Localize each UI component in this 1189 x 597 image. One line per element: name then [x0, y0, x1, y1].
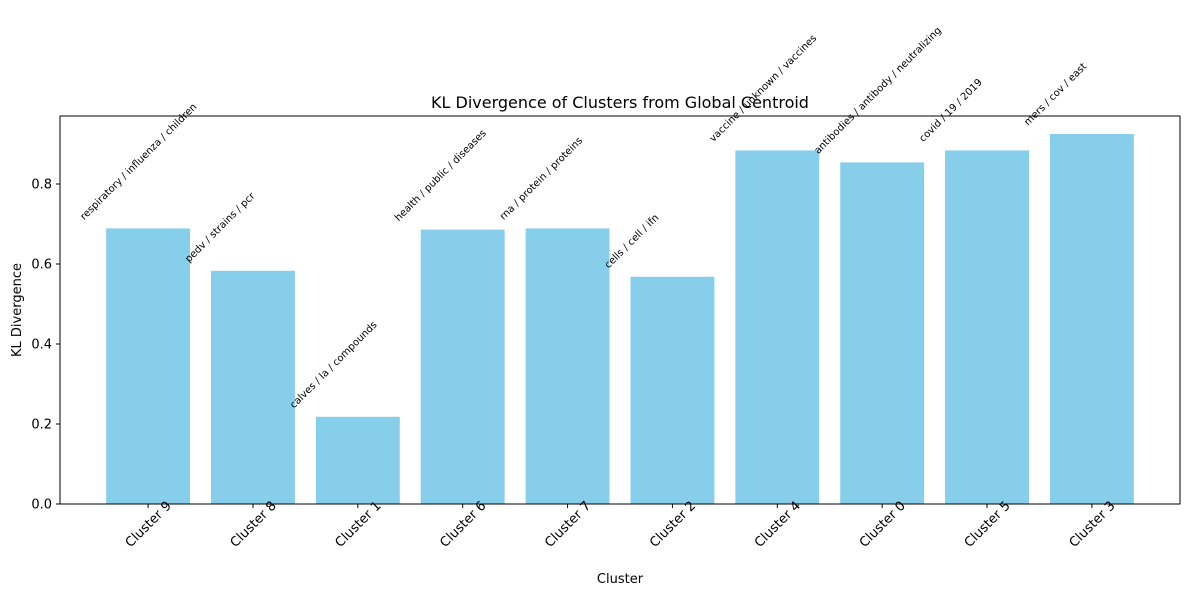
x-tick-label: Cluster 9: [123, 499, 175, 551]
bar-annotation: pedv / strains / pcr: [183, 190, 258, 265]
x-axis-label: Cluster: [597, 572, 644, 587]
bar-annotation: rna / protein / proteins: [498, 135, 585, 222]
bar-cluster-1: [315, 416, 400, 504]
y-tick-label: 0.4: [31, 338, 52, 353]
bar-cluster-7: [525, 228, 610, 504]
bar-annotation: cells / cell / ifn: [603, 212, 661, 270]
bar-annotation: covid / 19 / 2019: [917, 77, 984, 144]
plot-frame: [59, 115, 1181, 505]
bars-group: [106, 134, 1134, 504]
x-tick-label: Cluster 5: [962, 499, 1014, 551]
bar-annotation: health / public / diseases: [393, 128, 489, 224]
x-tick-label: Cluster 1: [332, 499, 384, 551]
bar-cluster-4: [735, 150, 820, 504]
x-tick-label: Cluster 6: [437, 499, 489, 551]
y-axis: 0.0 0.2 0.4 0.6 0.8: [31, 178, 60, 513]
bar-cluster-0: [840, 162, 925, 504]
bar-cluster-2: [630, 276, 715, 504]
y-tick-label: 0.8: [31, 178, 52, 193]
y-axis-label: KL Divergence: [10, 263, 25, 357]
x-tick-label: Cluster 4: [752, 499, 804, 551]
bar-cluster-5: [945, 150, 1029, 504]
y-tick-label: 0.6: [31, 258, 52, 273]
bar-cluster-8: [211, 270, 295, 504]
x-tick-label: Cluster 8: [228, 499, 280, 551]
bar-annotation: calves / la / compounds: [288, 320, 379, 411]
y-tick-label: 0.0: [31, 498, 52, 513]
bar-annotation: mers / cov / east: [1022, 61, 1089, 128]
bar-cluster-9: [106, 228, 191, 504]
bar-cluster-6: [420, 229, 505, 504]
x-tick-label: Cluster 7: [542, 499, 594, 551]
bar-annotation: respiratory / influenza / children: [78, 102, 199, 223]
x-tick-label: Cluster 3: [1067, 499, 1119, 551]
x-axis: Cluster 9 Cluster 8 Cluster 1 Cluster 6 Clus…: [123, 499, 1119, 551]
bar-annotation: vaccine / unknown / vaccines: [708, 33, 820, 145]
bar-cluster-3: [1049, 134, 1134, 504]
y-tick-label: 0.2: [31, 418, 52, 433]
chart-title: KL Divergence of Clusters from Global Ce…: [431, 93, 809, 112]
x-tick-label: Cluster 2: [647, 499, 699, 551]
x-tick-label: Cluster 0: [857, 499, 909, 551]
